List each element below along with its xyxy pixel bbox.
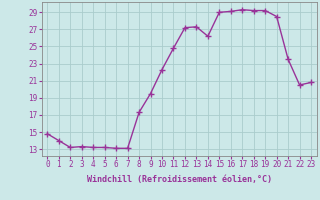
X-axis label: Windchill (Refroidissement éolien,°C): Windchill (Refroidissement éolien,°C) xyxy=(87,175,272,184)
